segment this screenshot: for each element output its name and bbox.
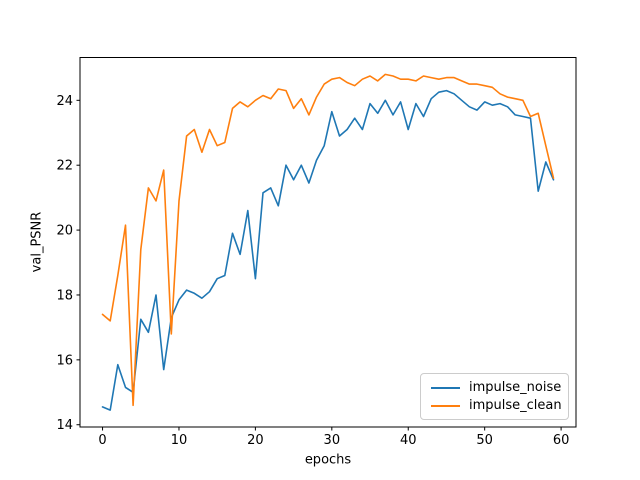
y-axis-ticks: 14 16 18 20 22 24 [56, 94, 80, 433]
legend-label: impulse_noise [469, 380, 562, 395]
legend-label: impulse_clean [469, 398, 562, 413]
y-tick-label: 20 [56, 224, 73, 239]
y-tick-label: 14 [56, 418, 73, 433]
x-axis-ticks: 0 10 20 30 40 50 60 [98, 427, 569, 448]
y-tick-label: 16 [56, 353, 73, 368]
legend-line-sample-orange [431, 404, 460, 407]
y-axis-label: val_PSNR [29, 211, 45, 273]
series-line-impulse_noise [101, 89, 555, 411]
axes-frame [79, 57, 577, 428]
legend-entry-impulse-clean: impulse_clean [431, 398, 568, 413]
y-tick-label: 18 [56, 288, 73, 303]
x-tick-label: 60 [553, 433, 570, 448]
series-line-impulse_clean [101, 73, 555, 407]
x-tick-label: 0 [98, 433, 106, 448]
legend-line-sample-blue [431, 386, 460, 389]
y-tick-label: 22 [56, 159, 73, 174]
y-tick-label: 24 [56, 94, 73, 109]
x-tick-label: 50 [476, 433, 493, 448]
legend-entry-impulse-noise: impulse_noise [431, 380, 568, 395]
x-tick-label: 20 [247, 433, 264, 448]
x-tick-label: 10 [171, 433, 188, 448]
x-axis-label: epochs [304, 452, 352, 468]
x-tick-label: 40 [400, 433, 417, 448]
x-tick-label: 30 [324, 433, 341, 448]
legend: impulse_noise impulse_clean [420, 373, 569, 420]
